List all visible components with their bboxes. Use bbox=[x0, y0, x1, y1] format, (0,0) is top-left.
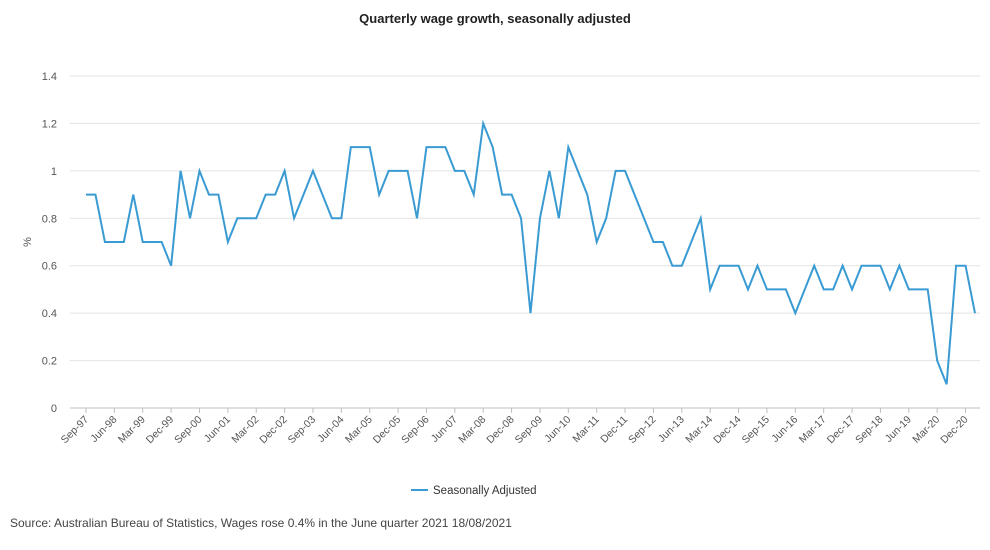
x-tick-label: Jun-19 bbox=[883, 414, 914, 445]
x-tick-label: Dec-11 bbox=[598, 414, 630, 446]
x-tick-label: Mar-14 bbox=[683, 414, 715, 446]
x-tick-label: Jun-01 bbox=[202, 414, 233, 445]
y-tick-label: 0.8 bbox=[42, 213, 57, 225]
x-tick-label: Mar-08 bbox=[456, 414, 488, 446]
y-tick-label: 1 bbox=[51, 166, 57, 178]
x-tick-label: Sep-97 bbox=[59, 414, 92, 447]
y-axis-label: % bbox=[22, 237, 34, 247]
line-chart: 00.20.40.60.811.21.4 Sep-97Jun-98Mar-99D… bbox=[22, 71, 980, 497]
x-tick-label: Mar-11 bbox=[570, 414, 602, 446]
y-tick-label: 0.6 bbox=[42, 261, 57, 273]
x-tick-label: Sep-03 bbox=[286, 414, 319, 447]
y-tick-label: 0.4 bbox=[42, 308, 57, 320]
x-tick-label: Dec-05 bbox=[371, 414, 404, 447]
series-line bbox=[86, 119, 976, 385]
gridlines bbox=[70, 75, 980, 409]
x-tick-label: Sep-00 bbox=[172, 414, 205, 447]
x-tick-label: Sep-12 bbox=[626, 414, 659, 447]
x-tick-label: Dec-14 bbox=[711, 414, 744, 447]
y-tick-label: 0.2 bbox=[42, 356, 57, 368]
source-note: Source: Australian Bureau of Statistics,… bbox=[10, 516, 512, 530]
x-tick-label: Sep-15 bbox=[740, 414, 773, 447]
x-axis-ticks: Sep-97Jun-98Mar-99Dec-99Sep-00Jun-01Mar-… bbox=[59, 408, 971, 446]
x-tick-label: Dec-17 bbox=[825, 414, 858, 447]
x-tick-label: Mar-20 bbox=[910, 414, 942, 446]
x-tick-label: Mar-17 bbox=[797, 414, 829, 446]
y-tick-label: 1.2 bbox=[42, 118, 57, 130]
series-group bbox=[86, 119, 976, 385]
y-tick-label: 1.4 bbox=[42, 71, 57, 83]
legend: Seasonally Adjusted bbox=[411, 485, 537, 497]
y-tick-label: 0 bbox=[51, 403, 57, 415]
x-tick-label: Dec-08 bbox=[484, 414, 517, 447]
chart-title: Quarterly wage growth, seasonally adjust… bbox=[359, 11, 631, 26]
x-tick-label: Sep-09 bbox=[513, 414, 546, 447]
x-tick-label: Jun-98 bbox=[88, 414, 119, 445]
x-tick-label: Jun-04 bbox=[315, 414, 346, 445]
x-tick-label: Mar-05 bbox=[343, 414, 375, 446]
legend-label: Seasonally Adjusted bbox=[433, 485, 537, 497]
x-tick-label: Dec-20 bbox=[938, 414, 971, 447]
x-tick-label: Jun-13 bbox=[656, 414, 687, 445]
x-tick-label: Jun-10 bbox=[542, 414, 573, 445]
x-tick-label: Sep-06 bbox=[399, 414, 432, 447]
x-tick-label: Mar-02 bbox=[229, 414, 261, 446]
x-tick-label: Dec-02 bbox=[257, 414, 290, 447]
y-axis-ticks: 0 0.2 0.4 0.6 0.8 1 1.2 1.4 bbox=[42, 71, 57, 415]
x-tick-label: Dec-99 bbox=[144, 414, 177, 447]
x-tick-label: Jun-07 bbox=[429, 414, 460, 445]
x-tick-label: Mar-99 bbox=[116, 414, 148, 446]
x-tick-label: Jun-16 bbox=[769, 414, 800, 445]
x-tick-label: Sep-18 bbox=[853, 414, 886, 447]
